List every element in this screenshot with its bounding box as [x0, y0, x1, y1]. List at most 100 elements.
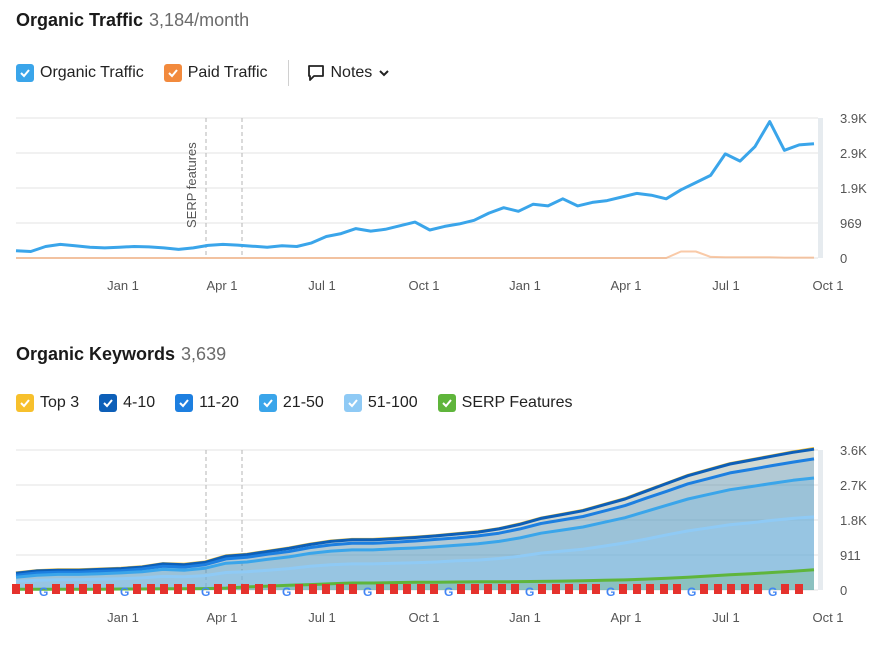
- traffic-legend: Organic Traffic Paid Traffic Notes: [16, 60, 390, 86]
- series-51-100-area: [16, 516, 814, 590]
- event-flag-icon: [673, 584, 681, 594]
- event-flag-icon: [619, 584, 627, 594]
- event-flag-icon: [268, 584, 276, 594]
- y-tick-label: 1.8K: [840, 513, 867, 528]
- series-4-10: [15, 447, 815, 575]
- event-flag-icon: [457, 584, 465, 594]
- google-update-icon: G: [201, 585, 210, 599]
- event-flag-icon: [187, 584, 195, 594]
- chevron-down-icon: [379, 70, 390, 77]
- x-tick-label: Jul 1: [712, 278, 739, 293]
- notes-button[interactable]: Notes: [307, 64, 391, 82]
- event-flag-icon: [12, 584, 20, 594]
- event-flag-icon: [592, 584, 600, 594]
- traffic-title-label: Organic Traffic: [16, 10, 144, 30]
- keywords-title-label: Organic Keywords: [16, 344, 176, 364]
- x-tick-label: Apr 1: [206, 610, 237, 625]
- event-flag-icon: [255, 584, 263, 594]
- checkbox-icon[interactable]: [16, 64, 34, 82]
- y-tick-label: 3.6K: [840, 443, 867, 458]
- google-update-icon: G: [39, 585, 48, 599]
- event-flag-icon: [430, 584, 438, 594]
- keywords-chart[interactable]: 3.6K 2.7K 1.8K 911 0 Jan 1 Apr 1 Jul 1 Oct 1 Jan …: [0, 440, 885, 640]
- legend-label: 11-20: [199, 394, 239, 411]
- legend-21-50[interactable]: 21-50: [258, 394, 324, 412]
- y-tick-label: 1.9K: [840, 181, 867, 196]
- event-flag-icon: [390, 584, 398, 594]
- event-flag-icon: [754, 584, 762, 594]
- event-flag-icon: [484, 584, 492, 594]
- checkbox-icon[interactable]: [258, 394, 277, 412]
- series-51-100: [15, 515, 815, 583]
- keywords-legend: Top 3 4-10 11-20 21-50 51-100 SERP Featu…: [16, 394, 593, 412]
- x-tick-label: Oct 1: [408, 610, 439, 625]
- checkbox-icon[interactable]: [163, 64, 182, 82]
- traffic-chart[interactable]: 3.9K 2.9K 1.9K 969 0 Jan 1 Apr 1 Jul 1 Oct 1 Jan …: [0, 110, 885, 300]
- event-flag-icon: [349, 584, 357, 594]
- checkbox-icon[interactable]: [343, 394, 362, 412]
- keywords-value: 3,639: [181, 344, 227, 364]
- event-flag-icon: [25, 584, 33, 594]
- keywords-title: Organic Keywords 3,639: [16, 344, 226, 365]
- y-tick-label: 3.9K: [840, 111, 867, 126]
- legend-51-100[interactable]: 51-100: [343, 394, 418, 412]
- x-tick-label: Jan 1: [107, 278, 139, 293]
- event-flag-icon: [714, 584, 722, 594]
- event-flag-icon: [633, 584, 641, 594]
- event-flag-icon: [174, 584, 182, 594]
- checkbox-icon[interactable]: [16, 394, 34, 412]
- x-tick-label: Apr 1: [610, 610, 641, 625]
- legend-serp-features[interactable]: SERP Features: [437, 394, 573, 412]
- event-flag-icon: [66, 584, 74, 594]
- event-flag-icon: [133, 584, 141, 594]
- checkbox-icon[interactable]: [99, 394, 118, 412]
- event-flag-icon: [646, 584, 654, 594]
- event-flag-icon: [79, 584, 87, 594]
- traffic-value: 3,184/month: [149, 10, 250, 30]
- series-paid-traffic: [16, 250, 814, 259]
- event-flag-icon: [214, 584, 222, 594]
- y-tick-label: 0: [840, 251, 847, 266]
- series-21-50: [15, 476, 815, 579]
- event-flag-icon: [241, 584, 249, 594]
- event-flag-icon: [727, 584, 735, 594]
- x-tick-label: Apr 1: [206, 278, 237, 293]
- legend-4-10[interactable]: 4-10: [99, 394, 155, 412]
- event-flag-icon: [295, 584, 303, 594]
- google-update-icon: G: [768, 585, 777, 599]
- event-flag-icon: [538, 584, 546, 594]
- event-flag-icon: [498, 584, 506, 594]
- event-flag-icon: [376, 584, 384, 594]
- checkbox-icon[interactable]: [437, 394, 456, 412]
- x-tick-label: Oct 1: [408, 278, 439, 293]
- legend-label: Organic Traffic: [40, 64, 144, 81]
- legend-top-3[interactable]: Top 3: [16, 394, 79, 412]
- legend-11-20[interactable]: 11-20: [175, 394, 239, 412]
- legend-organic-traffic[interactable]: Organic Traffic: [16, 64, 144, 82]
- y-tick-label: 911: [840, 548, 861, 563]
- legend-paid-traffic[interactable]: Paid Traffic: [163, 64, 268, 82]
- legend-label: Top 3: [40, 394, 80, 411]
- x-tick-label: Jul 1: [308, 278, 335, 293]
- event-flag-icon: [403, 584, 411, 594]
- scroll-edge: [818, 450, 823, 590]
- event-flag-icon: [336, 584, 344, 594]
- google-update-icon: G: [525, 585, 534, 599]
- x-tick-label: Apr 1: [610, 278, 641, 293]
- google-update-icon: G: [363, 585, 372, 599]
- x-tick-label: Jul 1: [712, 610, 739, 625]
- x-tick-label: Jan 1: [509, 278, 541, 293]
- x-tick-label: Oct 1: [812, 278, 843, 293]
- event-flag-icon: [552, 584, 560, 594]
- x-tick-label: Jan 1: [107, 610, 139, 625]
- event-flag-icon: [322, 584, 330, 594]
- series-11-20-area: [16, 458, 814, 590]
- x-tick-label: Jul 1: [308, 610, 335, 625]
- google-update-icon: G: [282, 585, 291, 599]
- serp-features-annotation: SERP features: [184, 142, 199, 228]
- checkbox-icon[interactable]: [175, 394, 194, 412]
- event-flag-icon: [160, 584, 168, 594]
- event-flag-icon: [52, 584, 60, 594]
- event-flag-icon: [93, 584, 101, 594]
- google-update-icon: G: [444, 585, 453, 599]
